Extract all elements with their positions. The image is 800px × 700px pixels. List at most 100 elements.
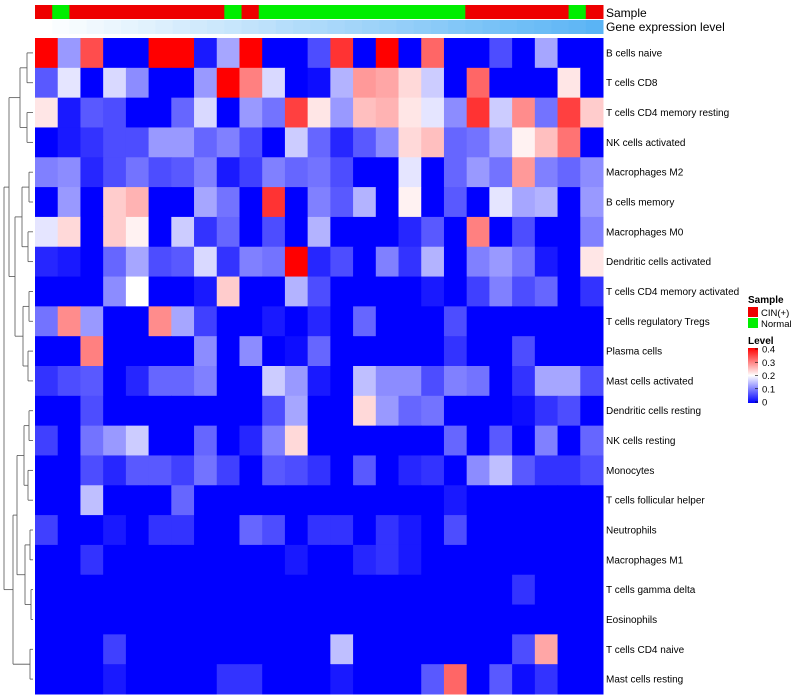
expression-annotation-cell	[362, 20, 380, 34]
heatmap-cell	[103, 67, 127, 99]
heatmap-cell	[375, 97, 400, 128]
heatmap-cell	[239, 485, 263, 516]
heatmap-cell	[443, 366, 468, 397]
heatmap-cell	[148, 485, 172, 516]
heatmap-cell	[557, 395, 581, 427]
heatmap-cell	[57, 515, 81, 546]
heatmap-cell	[466, 306, 490, 337]
heatmap-cell	[489, 395, 513, 427]
heatmap-cell	[284, 127, 309, 158]
heatmap-cell	[466, 157, 490, 188]
heatmap-cell	[57, 187, 81, 218]
heatmap-cell	[557, 336, 581, 367]
expression-annotation-cell	[86, 20, 105, 34]
row-label: Mast cells activated	[606, 376, 693, 387]
heatmap-cell	[557, 485, 581, 516]
heatmap-cell	[80, 97, 104, 128]
heatmap-cell	[353, 574, 377, 606]
heatmap-cell	[443, 127, 468, 158]
heatmap-cell	[580, 157, 604, 188]
heatmap-cell	[194, 157, 218, 188]
heatmap-cell	[262, 395, 286, 427]
heatmap-cell	[398, 664, 422, 695]
heatmap-cell	[284, 455, 309, 486]
heatmap-cell	[443, 455, 468, 486]
heatmap-cell	[148, 38, 172, 69]
heatmap-cell	[239, 38, 263, 69]
heatmap-cell	[443, 246, 468, 278]
heatmap-cell	[534, 67, 559, 99]
heatmap-cell	[330, 574, 354, 606]
heatmap-cell	[57, 306, 81, 337]
sample-annotation-cell	[138, 5, 156, 19]
expression-annotation-cell	[52, 20, 70, 34]
heatmap-cell	[80, 306, 104, 337]
heatmap-cell	[216, 216, 240, 248]
heatmap-cell	[375, 127, 400, 158]
heatmap-cell	[534, 246, 559, 278]
heatmap-cell	[262, 157, 286, 188]
heatmap-cell	[534, 216, 559, 248]
heatmap-cell	[580, 97, 604, 128]
heatmap-cell	[557, 216, 581, 248]
expression-annotation-cell	[379, 20, 397, 34]
heatmap-cell	[35, 216, 59, 248]
heatmap-cell	[534, 38, 559, 69]
heatmap-cell	[443, 395, 468, 427]
heatmap-cell	[35, 604, 59, 635]
heatmap-cell	[171, 38, 195, 69]
heatmap-cell	[103, 455, 127, 486]
row-label: T cells follicular helper	[606, 496, 705, 507]
heatmap-cell	[284, 336, 309, 367]
heatmap-cell	[534, 306, 559, 337]
sample-annotation-cell	[362, 5, 380, 19]
heatmap-cell	[216, 276, 240, 307]
heatmap-cell	[330, 366, 354, 397]
heatmap-cell	[307, 366, 331, 397]
heatmap-cell	[398, 395, 422, 427]
heatmap-cell	[125, 216, 150, 248]
heatmap-cell	[421, 366, 445, 397]
heatmap-cell	[103, 395, 127, 427]
heatmap-cell	[330, 485, 354, 516]
heatmap-cell	[148, 604, 172, 635]
heatmap-cell	[466, 455, 490, 486]
heatmap-cell	[148, 157, 172, 188]
heatmap-cell	[398, 604, 422, 635]
heatmap-cell	[443, 276, 468, 307]
heatmap-cell	[216, 187, 240, 218]
heatmap-cell	[239, 336, 263, 367]
heatmap-cell	[353, 664, 377, 695]
heatmap-cell	[580, 366, 604, 397]
sample-annotation-cell	[241, 5, 260, 19]
heatmap-cell	[171, 634, 195, 665]
heatmap-cell	[284, 634, 309, 665]
row-label: Plasma cells	[606, 347, 662, 358]
heatmap-cell	[35, 127, 59, 158]
heatmap-cell	[125, 67, 150, 99]
heatmap-cell	[466, 634, 490, 665]
expression-annotation-cell	[551, 20, 570, 34]
legend-label-normal: Normal	[761, 319, 792, 330]
expression-annotation-cell	[430, 20, 449, 34]
sample-annotation-cell	[413, 5, 432, 19]
heatmap-cell	[307, 515, 331, 546]
heatmap-cell	[125, 455, 150, 486]
heatmap-cell	[35, 574, 59, 606]
heatmap-cell	[443, 574, 468, 606]
heatmap-cell	[35, 67, 59, 99]
gene-expression-annotation-bar	[35, 20, 604, 34]
heatmap-cell	[262, 276, 286, 307]
heatmap-cell	[512, 216, 536, 248]
heatmap-cell	[262, 246, 286, 278]
heatmap-cell	[148, 276, 172, 307]
heatmap-cell	[512, 425, 536, 456]
heatmap-cell	[580, 67, 604, 99]
expression-annotation-cell	[396, 20, 415, 34]
heatmap-cell	[489, 216, 513, 248]
heatmap-cell	[421, 38, 445, 69]
heatmap-cell	[512, 544, 536, 576]
heatmap-cell	[80, 515, 104, 546]
heatmap-cell	[489, 366, 513, 397]
heatmap-cell	[103, 246, 127, 278]
